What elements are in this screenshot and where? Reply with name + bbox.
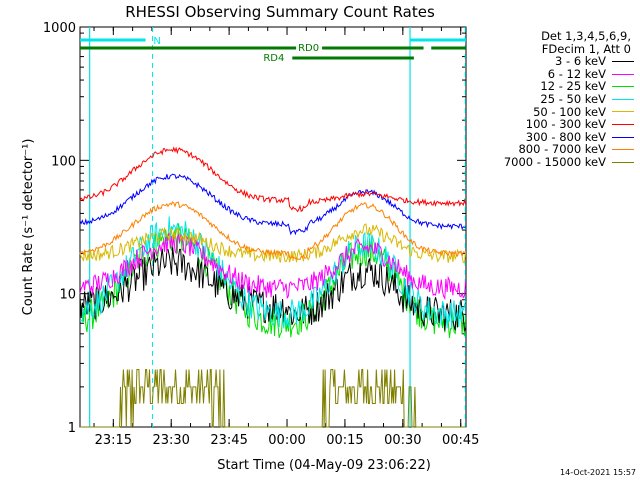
- legend: Det 1,3,4,5,6,9, FDecim 1, Att 0 3 - 6 k…: [486, 30, 634, 169]
- series-line: [79, 173, 466, 236]
- series-line: [79, 246, 467, 332]
- y-tick-label: 1: [68, 421, 76, 436]
- flag-label-rd0: RD0: [298, 43, 319, 54]
- legend-entry-label: 3 - 6 keV: [555, 54, 606, 69]
- series-line: [79, 223, 467, 264]
- plot-frame: [79, 26, 467, 428]
- flag-label-rd4: RD4: [263, 53, 284, 64]
- legend-swatch: [612, 161, 634, 163]
- legend-swatch: [612, 86, 634, 88]
- legend-entry: 50 - 100 keV: [486, 104, 634, 119]
- x-tick-label: 23:45: [210, 433, 247, 448]
- flag-label-n: N: [153, 36, 160, 47]
- legend-header-2: FDecim 1, Att 0: [541, 41, 631, 56]
- series-line: [79, 232, 467, 301]
- legend-entry: 800 - 7000 keV: [486, 143, 634, 156]
- legend-entry: 3 - 6 keV: [486, 55, 634, 68]
- legend-swatch: [612, 111, 634, 113]
- x-tick-label: 23:15: [95, 433, 132, 448]
- legend-entry-label: 800 - 7000 keV: [518, 142, 606, 157]
- timestamp: 14-Oct-2021 15:57: [560, 468, 636, 477]
- legend-entry: 6 - 12 keV: [486, 68, 634, 81]
- series-line: [79, 146, 467, 213]
- legend-entry: 25 - 50 keV: [486, 93, 634, 106]
- y-axis-label: Count Rate (s⁻¹ detector⁻¹): [21, 139, 36, 316]
- series-line: [80, 369, 466, 428]
- series-line: [79, 201, 466, 261]
- legend-swatch: [612, 73, 634, 75]
- flag-bars: N RD0 RD4: [80, 27, 466, 427]
- x-tick-label: 00:30: [384, 433, 421, 448]
- series-line: [79, 216, 467, 329]
- legend-entry-label: 300 - 800 keV: [525, 129, 606, 144]
- y-tick-label: 1000: [43, 21, 76, 36]
- legend-entry-label: 50 - 100 keV: [533, 104, 606, 119]
- legend-entry: 7000 - 15000 keV: [486, 156, 634, 169]
- legend-swatch: [612, 149, 634, 151]
- legend-entry: 12 - 25 keV: [486, 80, 634, 93]
- x-axis: 23:15 23:30 23:45 00:00 00:15 00:30 00:45: [93, 27, 479, 448]
- y-tick-label: 10: [59, 288, 76, 303]
- y-axis: 1 10 100 1000: [43, 21, 466, 436]
- legend-swatch: [612, 136, 634, 138]
- x-tick-label: 23:30: [152, 433, 189, 448]
- chart-title: RHESSI Observing Summary Count Rates: [125, 3, 435, 21]
- y-tick-label: 100: [51, 154, 76, 169]
- x-tick-label: 00:45: [442, 433, 479, 448]
- series-group: [79, 146, 467, 428]
- legend-entry-label: 12 - 25 keV: [540, 79, 606, 94]
- x-tick-label: 00:15: [326, 433, 363, 448]
- legend-entry-label: 25 - 50 keV: [540, 91, 606, 106]
- legend-rows: 3 - 6 keV 6 - 12 keV 12 - 25 keV 25 - 50 ke…: [486, 55, 634, 168]
- x-tick-label: 00:00: [268, 433, 305, 448]
- x-axis-label: Start Time (04-May-09 23:06:22): [217, 458, 431, 473]
- legend-entry-label: 6 - 12 keV: [547, 66, 606, 81]
- legend-entry: 300 - 800 keV: [486, 131, 634, 144]
- rd0-label-bg: [296, 42, 323, 53]
- legend-header-1: Det 1,3,4,5,6,9,: [541, 29, 631, 43]
- legend-swatch: [612, 123, 634, 125]
- legend-entry-label: 7000 - 15000 keV: [503, 154, 606, 169]
- legend-entry-label: 100 - 300 keV: [525, 117, 606, 132]
- legend-swatch: [612, 60, 634, 62]
- legend-swatch: [612, 98, 634, 100]
- legend-entry: 100 - 300 keV: [486, 118, 634, 131]
